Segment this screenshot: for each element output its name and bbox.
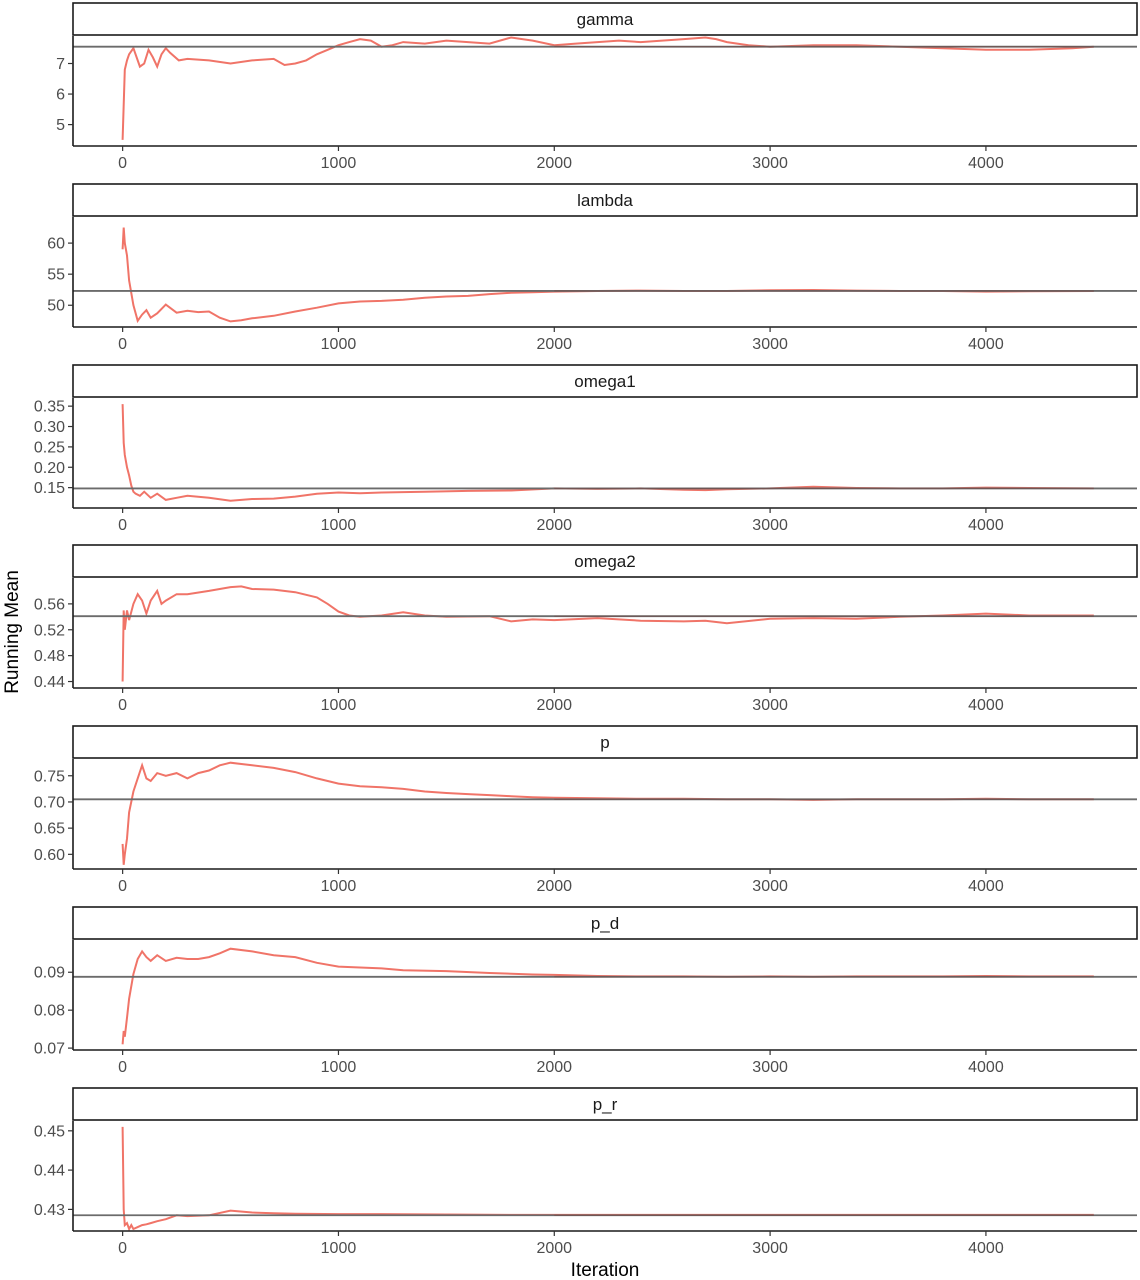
running-mean-line [121,947,1094,1045]
x-tick-label: 4000 [968,517,1004,534]
y-tick-label: 0.43 [34,1202,65,1219]
x-tick-label: 3000 [752,517,788,534]
x-tick-label: 1000 [321,1059,357,1076]
y-tick-label: 0.52 [34,622,65,639]
facet-panel-p-d: p_d 0.07 0.08 0.09 0 1000 2000 3000 4000 [34,906,1138,1076]
x-tick-label: 1000 [321,517,357,534]
facet-strip [72,906,1138,940]
y-tick-label: 55 [47,267,65,284]
y-axis-title: Running Mean [2,570,23,694]
x-tick-label: 3000 [752,155,788,172]
facet-strip-label: gamma [577,10,634,29]
y-tick-label: 0.75 [34,768,65,785]
running-mean-line [121,761,1094,865]
y-tick-label: 0.30 [34,419,65,436]
facet-strip [72,544,1138,578]
y-tick-label: 0.20 [34,460,65,477]
x-tick-label: 3000 [752,697,788,714]
x-tick-label: 1000 [321,336,357,353]
y-tick-label: 60 [47,236,65,253]
facet-strip-label: p [600,733,609,752]
x-tick-label: 0 [118,697,127,714]
x-tick-label: 4000 [968,697,1004,714]
y-tick-label: 0.08 [34,1003,65,1020]
y-tick-label: 0.09 [34,965,65,982]
x-tick-label: 1000 [321,697,357,714]
y-tick-label: 0.48 [34,648,65,665]
x-tick-label: 0 [118,155,127,172]
x-tick-label: 2000 [536,697,572,714]
x-tick-label: 0 [118,1240,127,1257]
facet-panel-p-r: p_r 0.43 0.44 0.45 0 1000 2000 3000 4000 [34,1087,1138,1257]
x-tick-label: 2000 [536,1059,572,1076]
x-tick-label: 2000 [536,155,572,172]
x-tick-label: 1000 [321,1240,357,1257]
facet-strip-label: lambda [577,191,633,210]
x-tick-label: 4000 [968,1240,1004,1257]
y-tick-label: 7 [56,56,65,73]
y-tick-label: 5 [56,117,65,134]
x-tick-label: 4000 [968,1059,1004,1076]
facet-strip [72,725,1138,759]
y-tick-label: 0.44 [34,1163,65,1180]
x-tick-label: 4000 [968,878,1004,895]
x-tick-label: 4000 [968,336,1004,353]
y-tick-label: 0.44 [34,674,65,691]
x-axis-title: Iteration [571,1260,640,1280]
running-mean-line [121,404,1094,502]
x-tick-label: 4000 [968,155,1004,172]
x-tick-label: 2000 [536,1240,572,1257]
y-tick-label: 0.07 [34,1041,65,1058]
y-tick-label: 0.25 [34,439,65,456]
facet-strip [72,183,1138,217]
facet-strip [72,364,1138,398]
x-tick-label: 1000 [321,878,357,895]
x-tick-label: 0 [118,517,127,534]
facet-strip-label: p_d [591,914,619,933]
facet-strip-label: p_r [593,1095,618,1114]
y-tick-label: 0.70 [34,794,65,811]
facet-strip-label: omega2 [574,552,635,571]
y-tick-label: 0.45 [34,1123,65,1140]
running-mean-line [121,36,1094,140]
running-mean-line [121,1126,1094,1231]
x-tick-label: 2000 [536,517,572,534]
facet-panels: gamma 5 6 7 0 1000 2000 3000 4000 lambda 50 55 60 0 10… [34,2,1138,1257]
x-tick-label: 3000 [752,1059,788,1076]
y-tick-label: 0.15 [34,480,65,497]
running-mean-line [121,227,1094,324]
facet-strip [72,2,1138,36]
facet-panel-p: p 0.60 0.65 0.70 0.75 0 1000 2000 3000 4000 [34,725,1138,895]
y-tick-label: 0.35 [34,399,65,416]
x-tick-label: 3000 [752,336,788,353]
facet-panel-omega1: omega1 0.15 0.20 0.25 0.30 0.35 0 1000 2000 3000 4… [34,364,1138,534]
y-tick-label: 0.56 [34,596,65,613]
x-tick-label: 0 [118,1059,127,1076]
facet-panel-gamma: gamma 5 6 7 0 1000 2000 3000 4000 [56,2,1138,172]
x-tick-label: 2000 [536,336,572,353]
facet-panel-lambda: lambda 50 55 60 0 1000 2000 3000 4000 [47,183,1138,353]
y-tick-label: 0.65 [34,821,65,838]
facet-strip [72,1087,1138,1121]
x-tick-label: 0 [118,336,127,353]
x-tick-label: 1000 [321,155,357,172]
x-tick-label: 2000 [536,878,572,895]
x-tick-label: 3000 [752,878,788,895]
facet-panel-omega2: omega2 0.44 0.48 0.52 0.56 0 1000 2000 3000 4000 [34,544,1138,714]
y-tick-label: 0.60 [34,847,65,864]
facet-strip-label: omega1 [574,372,635,391]
x-tick-label: 0 [118,878,127,895]
running-mean-line [121,585,1094,682]
y-tick-label: 50 [47,298,65,315]
x-tick-label: 3000 [752,1240,788,1257]
y-tick-label: 6 [56,87,65,104]
